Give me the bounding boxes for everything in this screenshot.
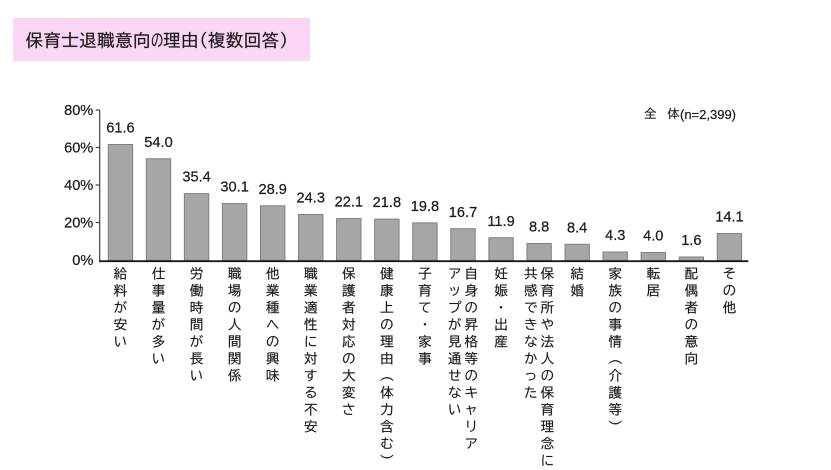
svg-text:20%: 20% <box>64 216 93 232</box>
svg-text:8.4: 8.4 <box>567 220 587 236</box>
svg-text:54.0: 54.0 <box>144 135 172 151</box>
svg-text:40%: 40% <box>64 178 93 194</box>
svg-text:30.1: 30.1 <box>220 180 248 196</box>
svg-text:4.3: 4.3 <box>605 228 625 244</box>
svg-text:14.1: 14.1 <box>715 210 743 226</box>
svg-text:60%: 60% <box>64 141 93 157</box>
svg-text:80%: 80% <box>64 103 93 119</box>
svg-text:19.8: 19.8 <box>411 199 439 215</box>
svg-text:61.6: 61.6 <box>106 121 134 137</box>
svg-text:28.9: 28.9 <box>258 182 286 198</box>
svg-text:22.1: 22.1 <box>335 195 363 211</box>
svg-text:0%: 0% <box>72 253 93 269</box>
svg-text:(n=2,399): (n=2,399) <box>680 107 736 122</box>
svg-text:21.8: 21.8 <box>373 195 401 211</box>
svg-text:24.3: 24.3 <box>297 191 325 207</box>
svg-text:4.0: 4.0 <box>643 229 663 245</box>
svg-text:16.7: 16.7 <box>449 205 477 221</box>
svg-text:8.8: 8.8 <box>529 220 549 236</box>
svg-text:35.4: 35.4 <box>182 170 210 186</box>
svg-text:1.6: 1.6 <box>681 233 701 249</box>
svg-text:11.9: 11.9 <box>487 214 514 230</box>
